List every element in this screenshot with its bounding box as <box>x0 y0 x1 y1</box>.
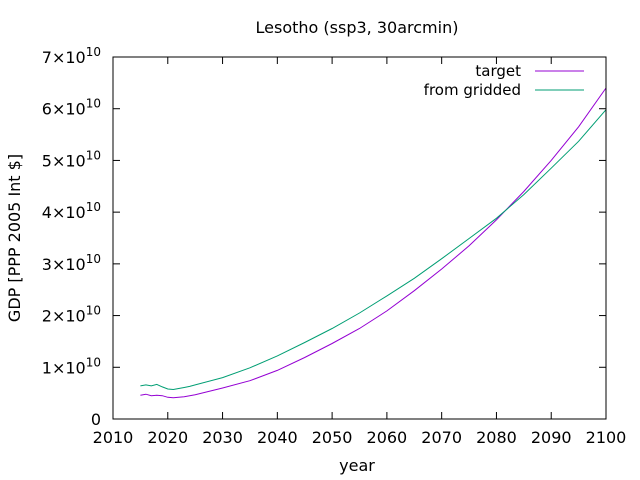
plot-lines <box>140 87 607 399</box>
y-tick-label: 5×1010 <box>42 148 101 170</box>
series-line-from-gridded <box>140 109 607 391</box>
x-tick-label: 2030 <box>202 428 243 447</box>
y-tick-label: 3×1010 <box>42 252 101 274</box>
plot-frame <box>112 56 607 420</box>
x-tick-label: 2090 <box>531 428 572 447</box>
x-tick-label: 2080 <box>476 428 517 447</box>
y-axis-label: GDP [PPP 2005 Int $] <box>5 154 24 322</box>
x-tick-label: 2020 <box>147 428 188 447</box>
x-tick-label: 2070 <box>421 428 462 447</box>
x-tick-label: 2050 <box>312 428 353 447</box>
x-tick-label: 2040 <box>257 428 298 447</box>
y-tick-label: 0 <box>91 410 101 429</box>
legend-label: target <box>475 62 521 80</box>
chart-title: Lesotho (ssp3, 30arcmin) <box>256 18 459 37</box>
axis-ticks: 2010 2020 2030 2040 2050 2060 2070 2080 2090 2100… <box>42 45 627 447</box>
legend-label: from gridded <box>424 81 521 99</box>
x-tick-label: 2100 <box>586 428 627 447</box>
x-axis-label: year <box>339 456 375 475</box>
series-line-target <box>140 87 607 399</box>
y-tick-label: 4×1010 <box>42 200 101 222</box>
y-tick-label: 2×1010 <box>42 304 101 326</box>
y-tick-label: 7×1010 <box>42 45 101 67</box>
y-tick-label: 1×1010 <box>42 355 101 377</box>
x-tick-label: 2060 <box>367 428 408 447</box>
y-tick-label: 6×1010 <box>42 97 101 119</box>
x-tick-label: 2010 <box>93 428 134 447</box>
